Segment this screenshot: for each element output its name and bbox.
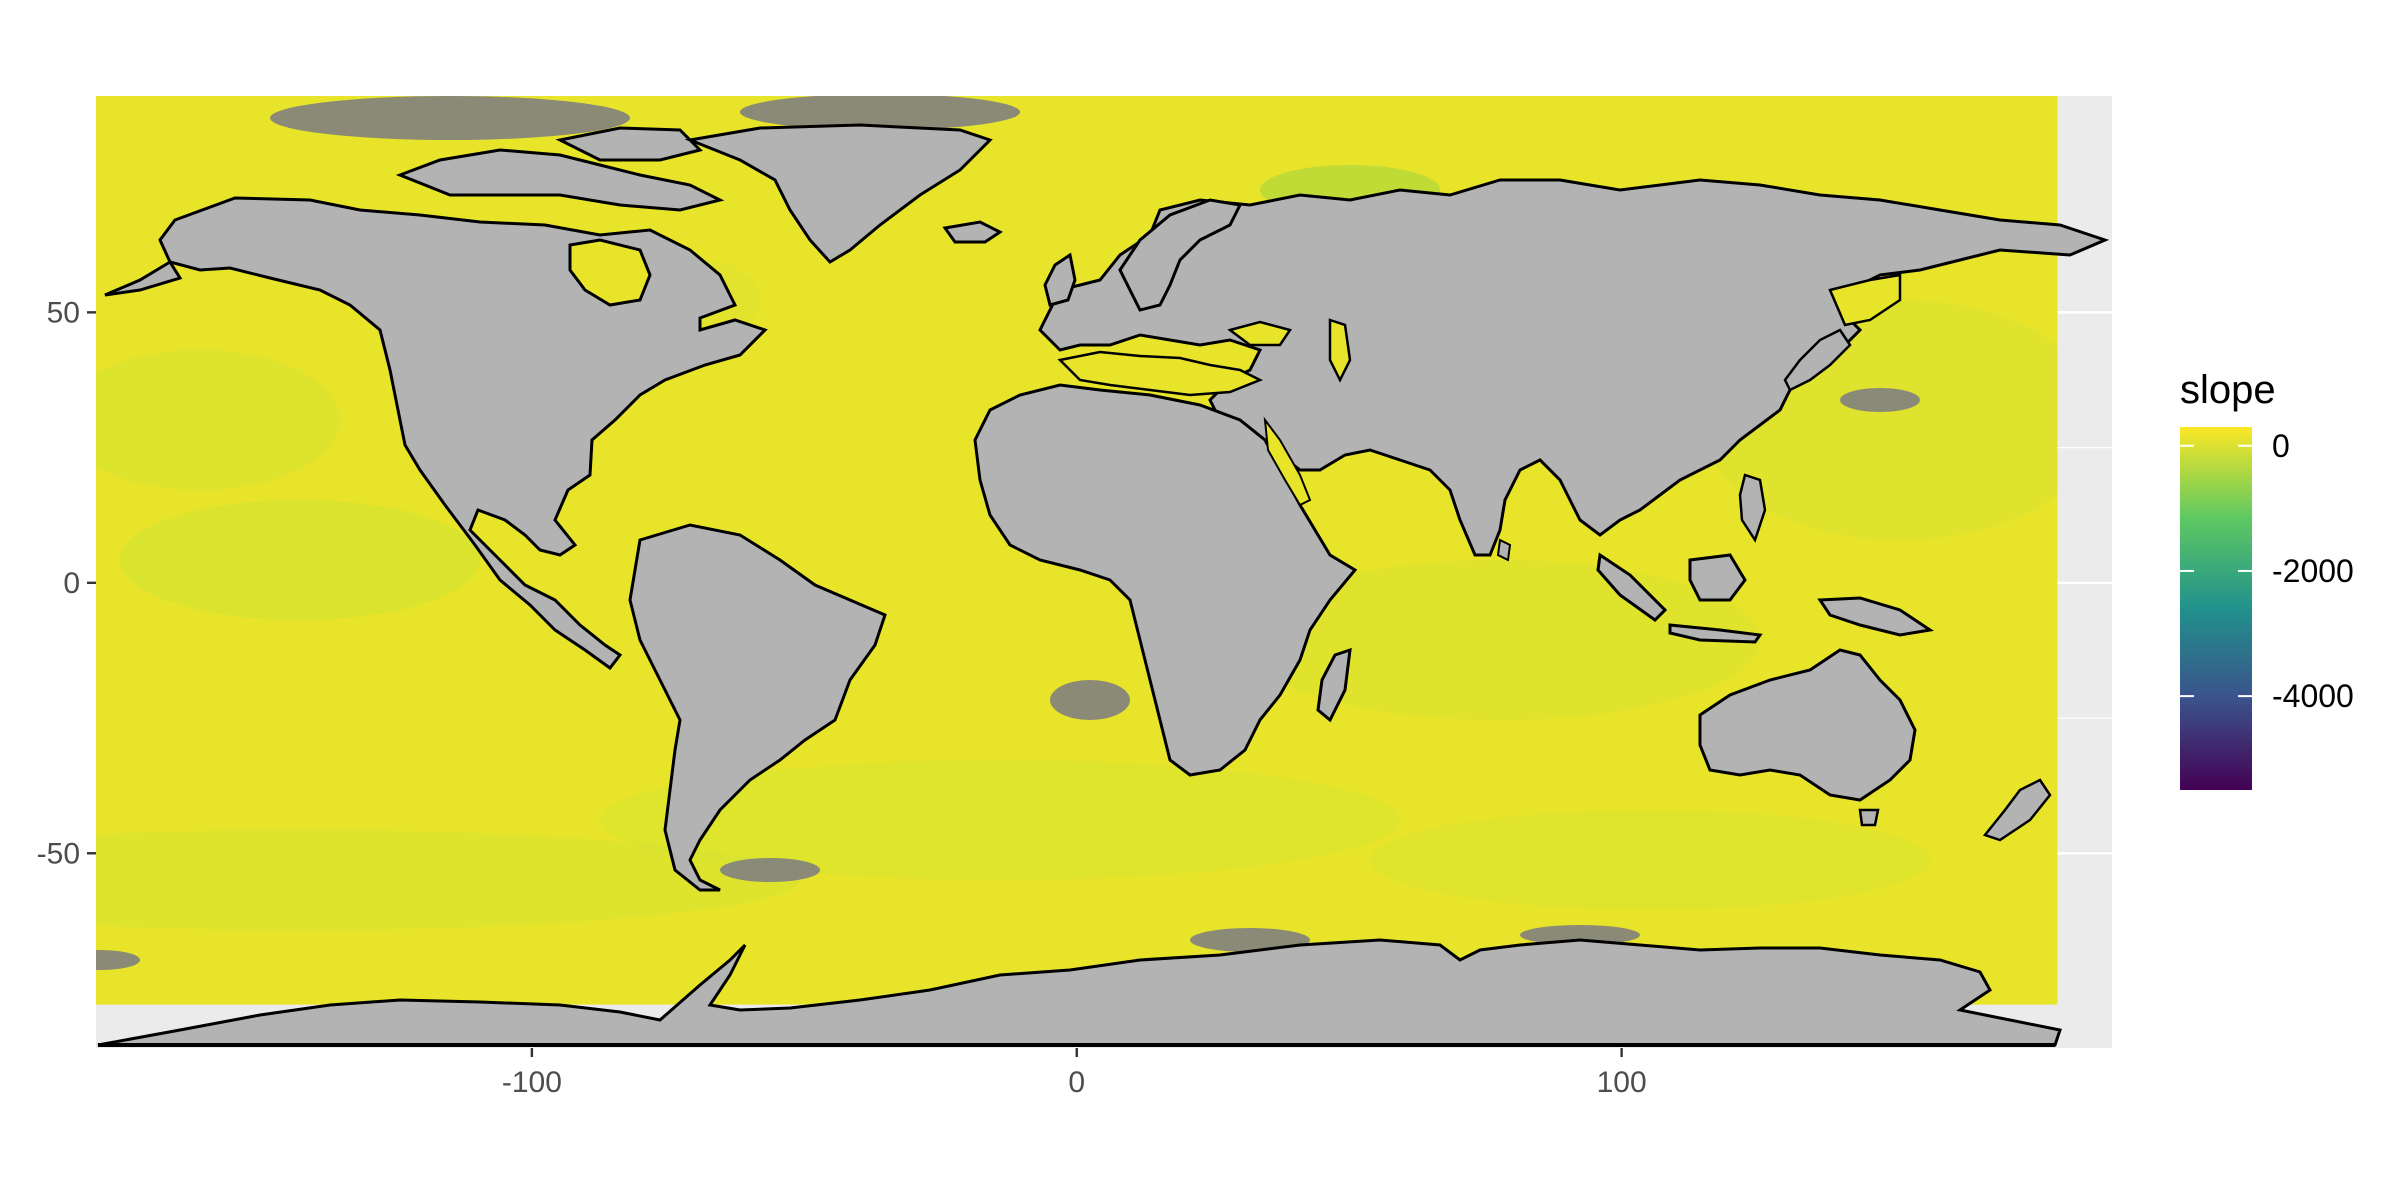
x-tick-label: 0 (1068, 1066, 1085, 1099)
legend-colorbar (2180, 427, 2252, 790)
legend: slope 0 -2000 -4000 (2180, 368, 2354, 790)
x-tick-label: 100 (1597, 1066, 1647, 1099)
x-axis: -100 0 100 (502, 1048, 1647, 1099)
x-tick-label: -100 (502, 1066, 562, 1099)
legend-title: slope (2180, 368, 2276, 412)
y-tick-label: 0 (63, 567, 80, 600)
legend-break-label: -4000 (2272, 678, 2354, 714)
y-tick-label: 50 (47, 296, 80, 329)
legend-break-label: 0 (2272, 428, 2290, 464)
tasmania (1860, 810, 1878, 825)
sri-lanka (1498, 540, 1510, 560)
y-axis: 50 0 -50 (37, 296, 96, 870)
legend-break-label: -2000 (2272, 553, 2354, 589)
y-tick-label: -50 (37, 837, 80, 870)
